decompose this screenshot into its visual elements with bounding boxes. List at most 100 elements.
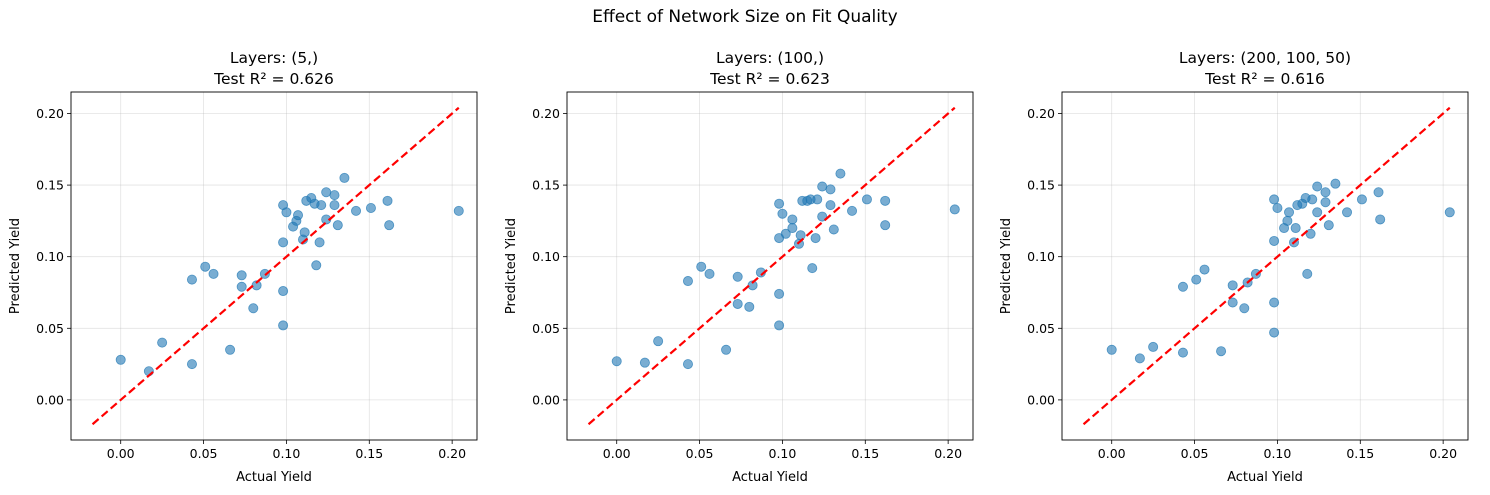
scatter-point: [732, 271, 743, 282]
scatter-point: [847, 205, 858, 216]
x-tick-label: 0.05: [190, 446, 218, 461]
x-tick-label: 0.00: [603, 446, 631, 461]
scatter-point: [1134, 353, 1145, 364]
scatter-point: [314, 237, 325, 248]
x-axis-label: Actual Yield: [1227, 470, 1303, 485]
scatter-point: [1177, 347, 1188, 358]
scatter-point: [1320, 197, 1331, 208]
scatter-point: [780, 228, 791, 239]
scatter-point: [774, 320, 785, 331]
scatter-point: [1330, 178, 1341, 189]
y-axis-label: Predicted Yield: [999, 218, 1014, 314]
scatter-point: [732, 298, 743, 309]
x-tick-label: 0.15: [851, 446, 879, 461]
y-tick-label: 0.20: [36, 106, 64, 121]
scatter-point: [744, 301, 755, 312]
y-tick-label: 0.05: [36, 321, 64, 336]
scatter-point: [1191, 274, 1202, 285]
scatter-point: [774, 288, 785, 299]
scatter-point: [807, 263, 818, 274]
scatter-point: [382, 195, 393, 206]
chart-panel-3: Layers: (200, 100, 50) Test R² = 0.616 0.0…: [999, 49, 1469, 485]
scatter-point: [1375, 214, 1386, 225]
scatter-point: [1272, 202, 1283, 213]
scatter-point: [186, 274, 197, 285]
chart-title: Layers: (5,): [230, 49, 318, 67]
y-axis-label: Predicted Yield: [8, 218, 23, 314]
x-axis-label: Actual Yield: [732, 470, 808, 485]
y-tick-label: 0.05: [532, 321, 560, 336]
axes-frame: [1061, 91, 1469, 441]
y-tick-label: 0.15: [36, 178, 64, 193]
scatter-point: [795, 230, 806, 241]
scatter-point: [1282, 215, 1293, 226]
chart-subtitle: Test R² = 0.623: [709, 70, 830, 88]
x-tick-label: 0.20: [934, 446, 962, 461]
axes-frame: [566, 91, 974, 441]
scatter-point: [825, 184, 836, 195]
y-tick-label: 0.15: [1027, 178, 1055, 193]
scatter-point: [248, 303, 259, 314]
scatter-point: [1269, 327, 1280, 338]
scatter-point: [384, 220, 395, 231]
scatter-point: [1106, 344, 1117, 355]
y-tick-label: 0.20: [1027, 106, 1055, 121]
scatter-point: [236, 281, 247, 292]
scatter-point: [1239, 303, 1250, 314]
y-axis-label: Predicted Yield: [504, 218, 519, 314]
scatter-point: [365, 202, 376, 213]
scatter-point: [704, 268, 715, 279]
scatter-point: [787, 223, 798, 234]
scatter-point: [1302, 268, 1313, 279]
chart-title: Layers: (100,): [716, 49, 824, 67]
scatter-point: [1269, 297, 1280, 308]
scatter-point: [329, 200, 340, 211]
scatter-point: [1227, 297, 1238, 308]
scatter-point: [332, 220, 343, 231]
scatter-point: [293, 210, 304, 221]
x-tick-label: 0.20: [1429, 446, 1457, 461]
scatter-point: [1199, 264, 1210, 275]
scatter-point: [682, 359, 693, 370]
scatter-point: [825, 200, 836, 211]
scatter-point: [115, 354, 126, 365]
scatter-point: [1305, 228, 1316, 239]
y-tick-label: 0.10: [1027, 249, 1055, 264]
y-tick-label: 0.00: [1027, 392, 1055, 407]
scatter-point: [299, 227, 310, 238]
scatter-point: [949, 204, 960, 215]
reference-line: [91, 106, 460, 426]
x-axis-label: Actual Yield: [236, 470, 312, 485]
scatter-point: [696, 261, 707, 272]
scatter-point: [339, 172, 350, 183]
scatter-point: [721, 344, 732, 355]
scatter-point: [1312, 181, 1323, 192]
x-tick-label: 0.05: [1181, 446, 1209, 461]
scatter-point: [817, 181, 828, 192]
scatter-point: [1284, 207, 1295, 218]
scatter-point: [812, 194, 823, 205]
reference-line: [1082, 106, 1451, 426]
scatter-point: [787, 214, 798, 225]
chart-title: Layers: (200, 100, 50): [1179, 49, 1351, 67]
figure-suptitle: Effect of Network Size on Fit Quality: [592, 7, 898, 27]
scatter-point: [1342, 207, 1353, 218]
y-tick-label: 0.05: [1027, 321, 1055, 336]
x-tick-label: 0.05: [686, 446, 714, 461]
x-tick-label: 0.10: [273, 446, 301, 461]
scatter-point: [835, 168, 846, 179]
scatter-point: [453, 205, 464, 216]
y-tick-label: 0.10: [532, 249, 560, 264]
scatter-point: [1356, 194, 1367, 205]
reference-line: [587, 106, 956, 426]
scatter-point: [1312, 207, 1323, 218]
scatter-point: [278, 286, 289, 297]
scatter-point: [639, 357, 650, 368]
scatter-point: [611, 356, 622, 367]
scatter-point: [186, 359, 197, 370]
scatter-point: [653, 336, 664, 347]
scatter-point: [682, 276, 693, 287]
x-tick-label: 0.00: [107, 446, 135, 461]
